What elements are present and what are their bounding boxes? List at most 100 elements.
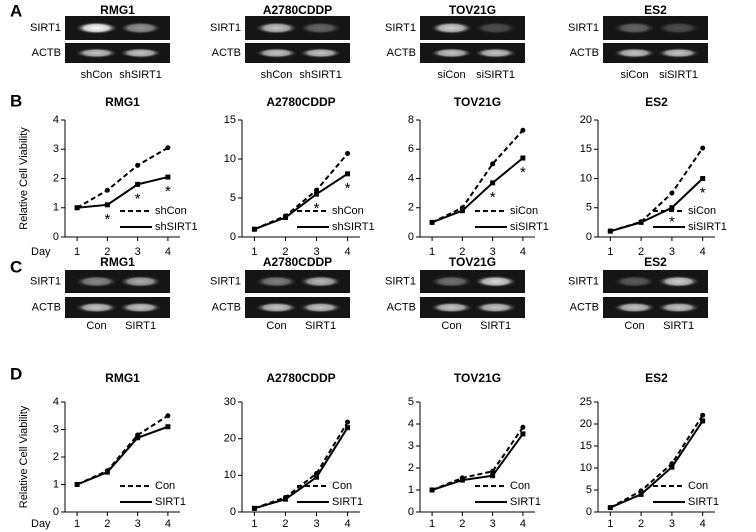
point xyxy=(165,174,171,180)
lane-label: SIRT1 xyxy=(125,320,156,332)
y-tick-label: 5 xyxy=(586,484,592,496)
lane-label: Con xyxy=(86,320,106,332)
blot-band xyxy=(613,302,656,313)
significance: * xyxy=(345,180,351,197)
blot-title: A2780CDDP xyxy=(263,255,332,269)
lane-label: shSIRT1 xyxy=(119,69,162,81)
x-tick-label: 2 xyxy=(282,246,288,258)
blot-row-label: SIRT1 xyxy=(568,22,599,34)
y-tick-label: 4 xyxy=(408,172,414,184)
series-line xyxy=(254,172,349,231)
x-tick-label: 1 xyxy=(429,518,435,530)
x-tick-label: 3 xyxy=(135,518,141,530)
blot-band xyxy=(255,275,298,288)
blot-row-label: ACTB xyxy=(387,301,416,313)
point xyxy=(74,482,80,487)
x-tick-label: 2 xyxy=(459,246,465,258)
blot-row-label: ACTB xyxy=(570,301,599,313)
x-tick-label: 1 xyxy=(607,518,613,530)
panel-label: D xyxy=(10,364,22,383)
significance: * xyxy=(490,189,496,206)
point xyxy=(104,469,110,475)
y-axis-label: Relative Cell Viability xyxy=(18,127,30,230)
series-line xyxy=(610,177,704,233)
legend-label: shCon xyxy=(155,205,187,217)
point xyxy=(165,424,171,430)
x-tick-label: 1 xyxy=(74,246,80,258)
blot-title: TOV21G xyxy=(449,255,496,269)
x-tick-label: 2 xyxy=(104,518,110,530)
lane-label: siSIRT1 xyxy=(659,69,698,81)
y-tick-label: 10 xyxy=(580,172,592,184)
x-tick-label: 3 xyxy=(135,246,141,258)
x-tick-label: 3 xyxy=(313,518,319,530)
y-tick-label: 25 xyxy=(580,396,592,408)
legend-label: Con xyxy=(688,480,708,492)
point xyxy=(459,477,465,483)
x-tick-label: 4 xyxy=(345,246,351,258)
series-line xyxy=(76,146,169,209)
chart-title: A2780CDDP xyxy=(266,95,335,109)
blot-title: RMG1 xyxy=(100,3,135,17)
point xyxy=(251,226,257,232)
blot-band xyxy=(299,275,342,288)
x-tick-label: 2 xyxy=(104,246,110,258)
blot-row-label: SIRT1 xyxy=(210,275,241,287)
y-tick-label: 0 xyxy=(408,231,414,243)
point xyxy=(638,219,644,225)
x-tick-label: 4 xyxy=(520,246,526,258)
x-tick-label: 1 xyxy=(251,518,257,530)
y-tick-label: 5 xyxy=(230,192,236,204)
chart-title: ES2 xyxy=(645,371,668,385)
legend-label: siCon xyxy=(688,205,716,217)
lane-label: siCon xyxy=(620,69,648,81)
significance: * xyxy=(135,190,141,207)
point xyxy=(700,145,706,151)
y-tick-label: 2 xyxy=(53,172,59,184)
x-tick-label: 3 xyxy=(669,518,675,530)
series-line xyxy=(431,157,524,224)
point xyxy=(74,205,80,211)
point xyxy=(314,191,320,197)
y-tick-label: 0 xyxy=(408,506,414,518)
blot-band xyxy=(430,275,473,288)
blot-band xyxy=(613,48,656,58)
point xyxy=(520,431,526,437)
x-tick-label: 2 xyxy=(638,518,644,530)
panel-label: A xyxy=(10,1,22,20)
blot-band xyxy=(119,302,162,313)
blot-band xyxy=(430,48,473,58)
point xyxy=(282,215,288,220)
x-tick-label: 3 xyxy=(313,246,319,258)
x-tick-label: 1 xyxy=(251,246,257,258)
lane-label: siCon xyxy=(437,69,465,81)
y-tick-label: 15 xyxy=(580,440,592,452)
y-tick-label: 0 xyxy=(53,231,59,243)
blot-row-label: SIRT1 xyxy=(30,22,61,34)
blot-band xyxy=(75,22,118,34)
blot-band xyxy=(474,302,517,313)
y-tick-label: 4 xyxy=(408,418,414,430)
point xyxy=(104,202,110,208)
legend-label: shSIRT1 xyxy=(155,221,198,233)
point xyxy=(251,505,257,511)
point xyxy=(607,228,613,234)
point xyxy=(520,127,526,133)
blot-band xyxy=(474,48,517,58)
legend-label: siSIRT1 xyxy=(510,221,549,233)
significance: * xyxy=(520,164,526,181)
point xyxy=(135,181,141,187)
point xyxy=(345,151,351,157)
y-tick-label: 20 xyxy=(224,433,236,445)
x-tick-label: 1 xyxy=(607,246,613,258)
x-tick-label: 3 xyxy=(490,518,496,530)
blot-band xyxy=(75,275,118,288)
series-line xyxy=(431,129,524,224)
x-tick-label: 4 xyxy=(520,518,526,530)
lane-label: shCon xyxy=(261,69,293,81)
y-tick-label: 1 xyxy=(408,484,414,496)
y-tick-label: 0 xyxy=(586,231,592,243)
chart-title: A2780CDDP xyxy=(266,371,335,385)
y-tick-label: 15 xyxy=(580,143,592,155)
